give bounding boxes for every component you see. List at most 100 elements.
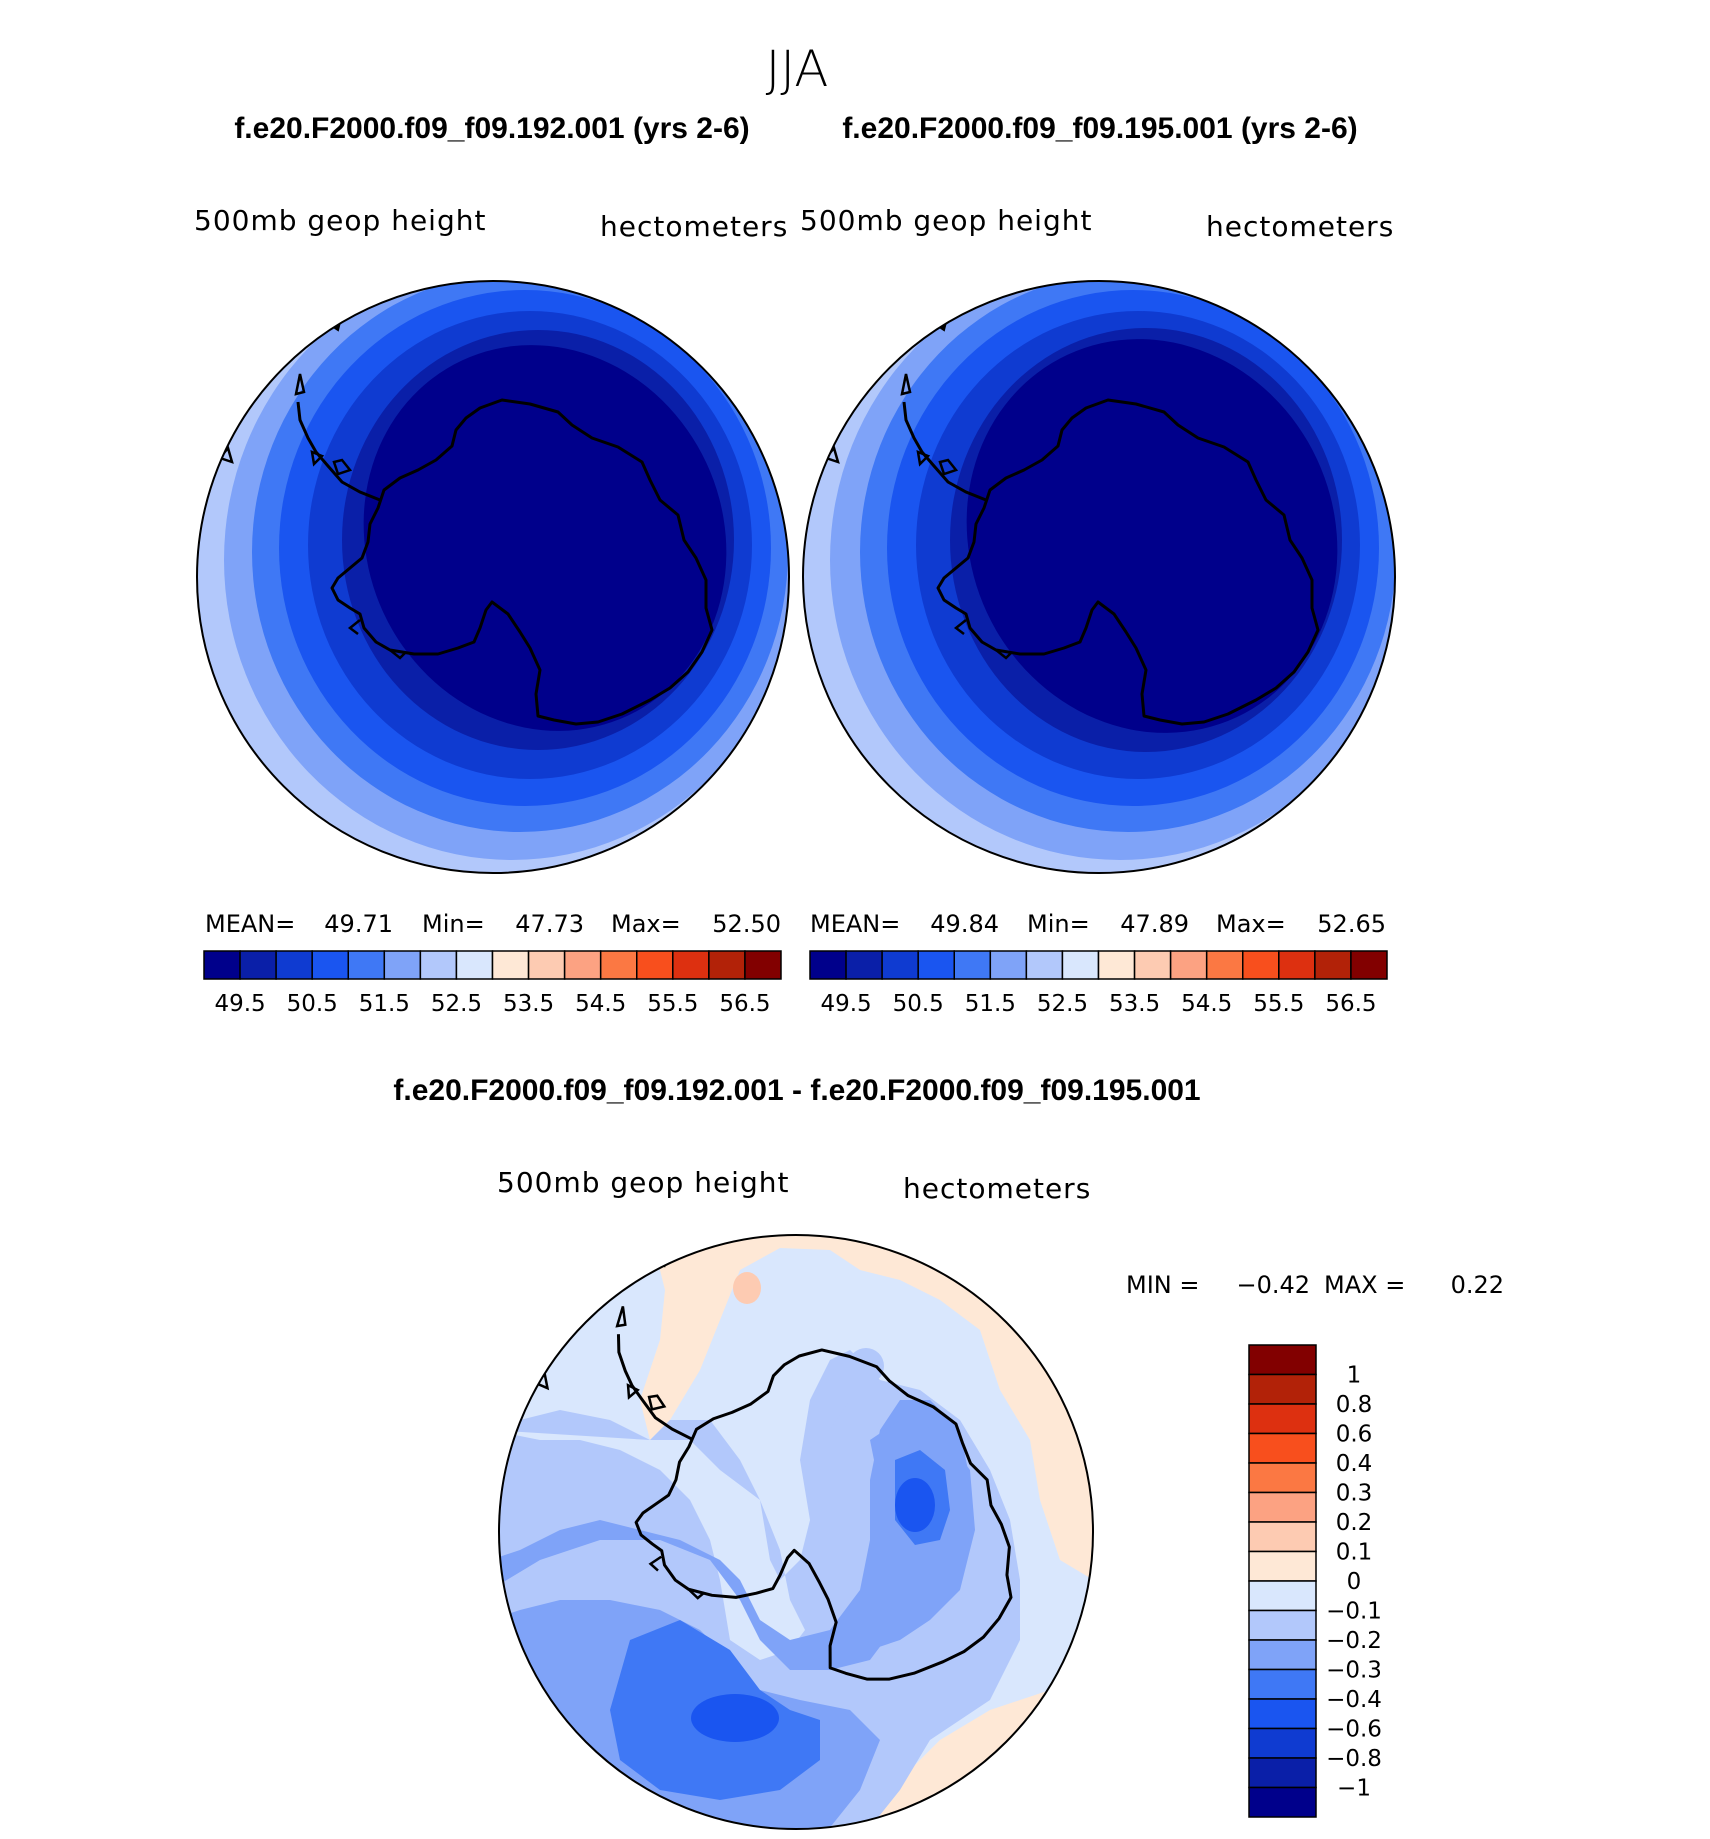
colorbar-swatch bbox=[1248, 1462, 1317, 1494]
colorbar-swatch bbox=[1248, 1609, 1317, 1641]
colorbar-tick-label: 52.5 bbox=[1037, 991, 1088, 1017]
colorbar-tick-label: −0.4 bbox=[1326, 1687, 1382, 1713]
stat-min-label: Min= bbox=[1027, 910, 1090, 938]
colorbar-tick-label: 0.4 bbox=[1336, 1451, 1373, 1477]
colorbar-swatch bbox=[1169, 950, 1208, 980]
colorbar-tick-label: 0.3 bbox=[1336, 1481, 1373, 1507]
colorbar-swatch bbox=[527, 950, 566, 980]
colorbar-swatch bbox=[1025, 950, 1064, 980]
colorbar-tick-label: 0 bbox=[1347, 1569, 1362, 1595]
stat-max-value: 52.65 bbox=[1317, 910, 1386, 938]
difference-max-value: 0.22 bbox=[1451, 1271, 1504, 1299]
panel-right-stats: MEAN= 49.84 Min= 47.89 Max= 52.65 bbox=[810, 910, 1386, 938]
colorbar-tick-label: 51.5 bbox=[359, 991, 410, 1017]
colorbar-swatch bbox=[708, 950, 746, 980]
colorbar-tick-label: −0.8 bbox=[1326, 1746, 1382, 1772]
colorbar-swatch bbox=[1242, 950, 1280, 980]
difference-units-label: hectometers bbox=[903, 1172, 1091, 1205]
colorbar-tick-label: 53.5 bbox=[503, 991, 554, 1017]
colorbar-tick-label: 51.5 bbox=[965, 991, 1016, 1017]
colorbar-swatch bbox=[275, 950, 313, 980]
difference-min-label: MIN = bbox=[1126, 1271, 1199, 1299]
colorbar-swatch bbox=[1350, 950, 1388, 980]
colorbar-tick-label: 55.5 bbox=[647, 991, 698, 1017]
colorbar-swatch bbox=[953, 950, 992, 980]
colorbar-tick-label: 50.5 bbox=[893, 991, 944, 1017]
colorbar-swatch bbox=[1248, 1403, 1317, 1435]
colorbar-tick-label: 0.8 bbox=[1336, 1392, 1373, 1418]
colorbar-swatch bbox=[672, 950, 710, 980]
panel-right-variable-label: 500mb geop height bbox=[800, 204, 1092, 237]
colorbar-swatch bbox=[1248, 1580, 1317, 1612]
colorbar-swatch bbox=[1314, 950, 1352, 980]
colorbar-swatch bbox=[203, 950, 241, 980]
colorbar-left: 49.5 50.5 51.5 52.5 53.5 54.5 55.5 56.5 bbox=[203, 950, 782, 1017]
colorbar-swatch bbox=[809, 950, 847, 980]
colorbar-swatch bbox=[1248, 1727, 1317, 1759]
panel-left-variable-label: 500mb geop height bbox=[194, 204, 486, 237]
colorbar-tick-label: 56.5 bbox=[1325, 991, 1376, 1017]
colorbar-swatch bbox=[1205, 950, 1244, 980]
colorbar-swatch bbox=[599, 950, 638, 980]
colorbar-swatch bbox=[1248, 1786, 1317, 1818]
colorbar-swatch bbox=[239, 950, 277, 980]
colorbar-swatch bbox=[455, 950, 494, 980]
colorbar-tick-label: 50.5 bbox=[287, 991, 338, 1017]
colorbar-tick-label: −0.2 bbox=[1326, 1628, 1382, 1654]
panel-left-map bbox=[197, 281, 789, 873]
difference-variable-label: 500mb geop height bbox=[497, 1166, 789, 1199]
colorbar-swatch bbox=[1248, 1432, 1317, 1464]
panel-right-case-title: f.e20.F2000.f09_f09.195.001 (yrs 2-6) bbox=[842, 112, 1357, 145]
colorbar-tick-label: 49.5 bbox=[820, 991, 871, 1017]
colorbar-swatch bbox=[1061, 950, 1100, 980]
panel-left-stats: MEAN= 49.71 Min= 47.73 Max= 52.50 bbox=[205, 910, 781, 938]
stat-min-value: 47.89 bbox=[1120, 910, 1189, 938]
panel-right-units-label: hectometers bbox=[1206, 210, 1394, 243]
colorbar-tick-label: −0.1 bbox=[1326, 1599, 1382, 1625]
colorbar-swatch bbox=[989, 950, 1028, 980]
panel-left: f.e20.F2000.f09_f09.192.001 (yrs 2-6) 50… bbox=[194, 112, 790, 874]
difference-max-label: MAX = bbox=[1324, 1271, 1405, 1299]
colorbar-swatch bbox=[744, 950, 782, 980]
colorbar-tick-label: 54.5 bbox=[1181, 991, 1232, 1017]
colorbar-tick-label: −0.3 bbox=[1326, 1658, 1382, 1684]
stat-max-value: 52.50 bbox=[712, 910, 781, 938]
stat-mean-label: MEAN= bbox=[205, 910, 295, 938]
colorbar-tick-label: 55.5 bbox=[1253, 991, 1304, 1017]
colorbar-swatch bbox=[347, 950, 386, 980]
stat-min-label: Min= bbox=[422, 910, 485, 938]
colorbar-tick-label: −0.6 bbox=[1326, 1717, 1382, 1743]
difference-title: f.e20.F2000.f09_f09.192.001 - f.e20.F200… bbox=[393, 1074, 1200, 1107]
colorbar-tick-label: 0.1 bbox=[1336, 1540, 1373, 1566]
colorbar-swatch bbox=[1248, 1639, 1317, 1671]
colorbar-tick-label: 0.6 bbox=[1336, 1422, 1373, 1448]
colorbar-swatch bbox=[311, 950, 349, 980]
colorbar-tick-label: 0.2 bbox=[1336, 1510, 1373, 1536]
colorbar-tick-label: 56.5 bbox=[719, 991, 770, 1017]
colorbar-swatch bbox=[1248, 1373, 1317, 1405]
difference-min-value: −0.42 bbox=[1236, 1271, 1310, 1299]
colorbar-tick-label: 1 bbox=[1347, 1363, 1362, 1389]
colorbar-tick-label: 54.5 bbox=[575, 991, 626, 1017]
colorbar-swatch bbox=[419, 950, 458, 980]
colorbar-tick-label: 52.5 bbox=[431, 991, 482, 1017]
colorbar-swatch bbox=[636, 950, 674, 980]
colorbar-swatch bbox=[1248, 1757, 1317, 1789]
colorbar-difference: 1 0.8 0.6 0.4 0.3 0.2 0.1 0 −0.1 −0.2 −0.3 −0.4 −0.6… bbox=[1248, 1344, 1382, 1818]
stat-mean-value: 49.84 bbox=[930, 910, 999, 938]
colorbar-swatch bbox=[1248, 1491, 1317, 1523]
colorbar-swatch bbox=[563, 950, 602, 980]
colorbar-swatch bbox=[881, 950, 919, 980]
panel-right-map bbox=[803, 281, 1395, 873]
colorbar-swatch bbox=[1278, 950, 1316, 980]
colorbar-swatch bbox=[1248, 1521, 1317, 1553]
panel-difference: f.e20.F2000.f09_f09.192.001 - f.e20.F200… bbox=[393, 1074, 1504, 1830]
colorbar-swatch bbox=[1133, 950, 1172, 980]
panel-left-case-title: f.e20.F2000.f09_f09.192.001 (yrs 2-6) bbox=[234, 112, 749, 145]
difference-map bbox=[499, 1235, 1093, 1829]
colorbar-right: 49.5 50.5 51.5 52.5 53.5 54.5 55.5 56.5 bbox=[809, 950, 1388, 1017]
colorbar-tick-label: −1 bbox=[1337, 1776, 1371, 1802]
stat-max-label: Max= bbox=[1216, 910, 1286, 938]
difference-minmax: MIN = −0.42 MAX = 0.22 bbox=[1126, 1271, 1504, 1299]
